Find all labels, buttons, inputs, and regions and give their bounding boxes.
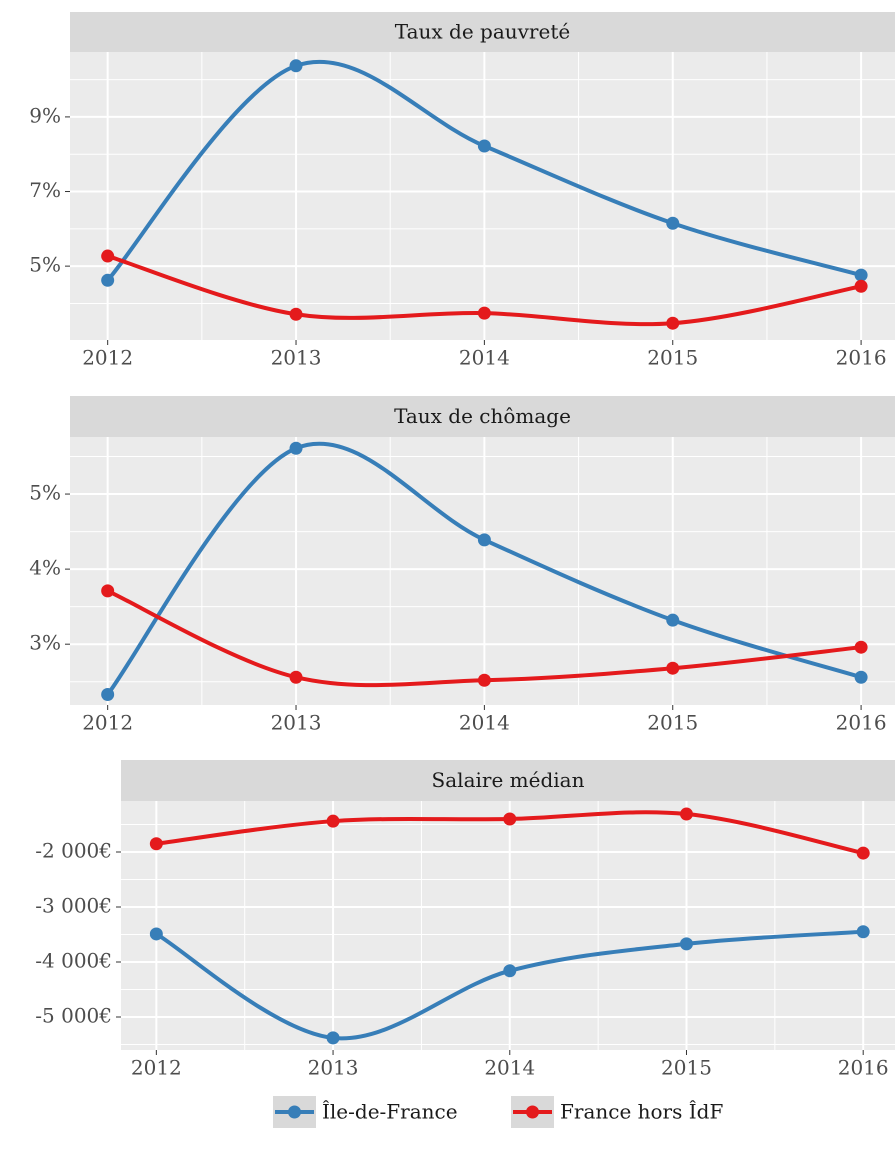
x-tick-label: 2015 bbox=[647, 711, 698, 735]
data-point bbox=[101, 687, 115, 701]
series-line bbox=[106, 59, 862, 282]
x-tick-label: 2012 bbox=[131, 1056, 182, 1080]
x-tick-label: 2016 bbox=[836, 711, 887, 735]
y-tick-label: 5% bbox=[29, 481, 61, 505]
x-tick-label: 2013 bbox=[271, 711, 322, 735]
data-point bbox=[679, 937, 693, 951]
data-point bbox=[666, 661, 680, 675]
data-point bbox=[101, 584, 115, 598]
y-tick-label: -3 000€ bbox=[35, 893, 112, 917]
legend-label: France hors ÎdF bbox=[560, 1100, 723, 1124]
y-tick-label: -4 000€ bbox=[35, 948, 112, 972]
x-tick-label: 2014 bbox=[459, 346, 510, 370]
facet-title: Salaire médian bbox=[432, 768, 585, 792]
y-tick-label: 7% bbox=[29, 178, 61, 202]
series-line bbox=[106, 441, 862, 696]
x-tick-label: 2015 bbox=[647, 346, 698, 370]
y-tick-label: 9% bbox=[29, 103, 61, 127]
x-tick-label: 2012 bbox=[82, 711, 133, 735]
panel bbox=[70, 52, 895, 340]
x-tick-label: 2015 bbox=[661, 1056, 712, 1080]
x-tick-label: 2012 bbox=[82, 346, 133, 370]
legend-dot bbox=[288, 1105, 301, 1119]
data-point bbox=[679, 807, 693, 821]
y-tick-label: -2 000€ bbox=[35, 838, 112, 862]
data-point bbox=[854, 279, 868, 293]
facet-strip bbox=[121, 760, 895, 801]
facet-title: Taux de chômage bbox=[394, 404, 571, 428]
data-point bbox=[149, 927, 163, 941]
y-tick-label: 3% bbox=[29, 631, 61, 655]
facet-strip bbox=[70, 12, 895, 52]
data-point bbox=[666, 216, 680, 230]
data-point bbox=[666, 316, 680, 330]
data-point bbox=[856, 846, 870, 860]
data-point bbox=[326, 1031, 340, 1045]
data-point bbox=[289, 59, 303, 73]
x-tick-label: 2014 bbox=[459, 711, 510, 735]
x-tick-label: 2013 bbox=[271, 346, 322, 370]
data-point bbox=[854, 268, 868, 282]
data-point bbox=[101, 249, 115, 263]
data-point bbox=[854, 670, 868, 684]
legend-label: Île-de-France bbox=[322, 1100, 458, 1124]
data-point bbox=[326, 814, 340, 828]
panel bbox=[70, 437, 895, 705]
data-point bbox=[666, 613, 680, 627]
y-tick-label: -5 000€ bbox=[35, 1003, 112, 1027]
data-point bbox=[289, 670, 303, 684]
data-point bbox=[854, 640, 868, 654]
data-point bbox=[856, 925, 870, 939]
legend-dot bbox=[526, 1105, 539, 1119]
data-point bbox=[149, 837, 163, 851]
data-point bbox=[477, 533, 491, 547]
data-point bbox=[503, 964, 517, 978]
y-tick-label: 4% bbox=[29, 556, 61, 580]
x-tick-label: 2014 bbox=[484, 1056, 535, 1080]
data-point bbox=[503, 812, 517, 826]
x-tick-label: 2013 bbox=[308, 1056, 359, 1080]
facet-title: Taux de pauvreté bbox=[395, 20, 570, 44]
data-point bbox=[477, 673, 491, 687]
data-point bbox=[477, 306, 491, 320]
x-tick-label: 2016 bbox=[838, 1056, 889, 1080]
data-point bbox=[289, 307, 303, 321]
x-tick-label: 2016 bbox=[836, 346, 887, 370]
y-tick-label: 5% bbox=[29, 253, 61, 277]
data-point bbox=[101, 273, 115, 287]
data-point bbox=[477, 139, 491, 153]
panel bbox=[121, 801, 895, 1050]
data-point bbox=[289, 441, 303, 455]
facet-strip bbox=[70, 396, 895, 437]
